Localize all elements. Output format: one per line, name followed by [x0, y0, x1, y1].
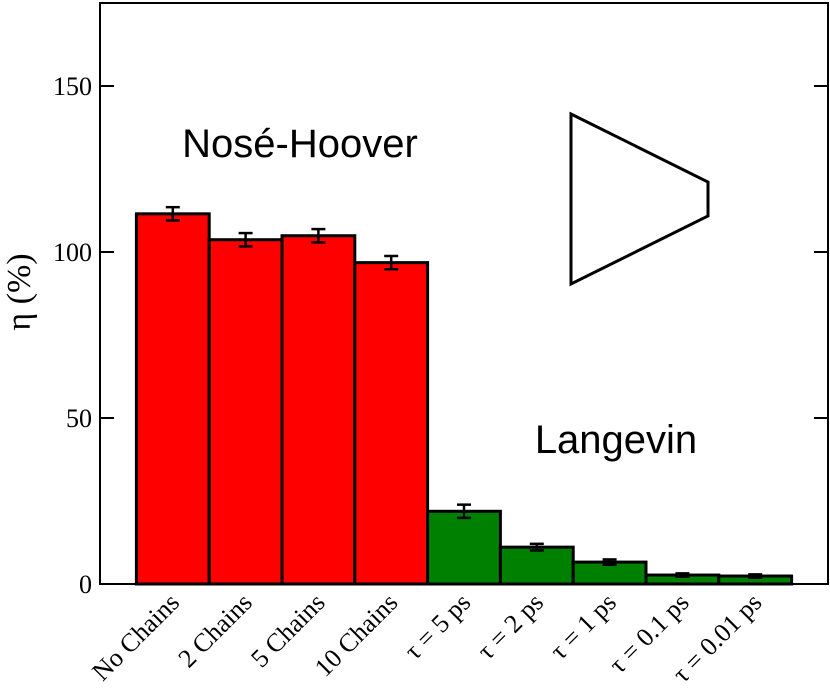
- annotation: Langevin: [535, 418, 697, 462]
- bar: [353, 261, 430, 586]
- y-tick-label: 50: [66, 404, 92, 433]
- y-axis-label: η (%): [1, 253, 38, 330]
- annotation: Nosé-Hoover: [182, 122, 418, 166]
- y-tick-label: 100: [53, 238, 92, 267]
- bar: [280, 234, 357, 586]
- detector-shape: [569, 111, 710, 287]
- bar: [426, 509, 502, 586]
- x-tick-label: 2 Chains: [172, 588, 257, 673]
- x-tick-label: τ = 5 ps: [399, 588, 477, 666]
- y-tick-label: 150: [53, 72, 92, 101]
- x-tick-label: No Chains: [86, 588, 185, 687]
- bar: [207, 238, 284, 586]
- x-tick-label: τ = 2 ps: [471, 588, 549, 666]
- bar: [134, 212, 211, 586]
- y-tick-label: 0: [79, 570, 92, 599]
- bar: [498, 545, 575, 586]
